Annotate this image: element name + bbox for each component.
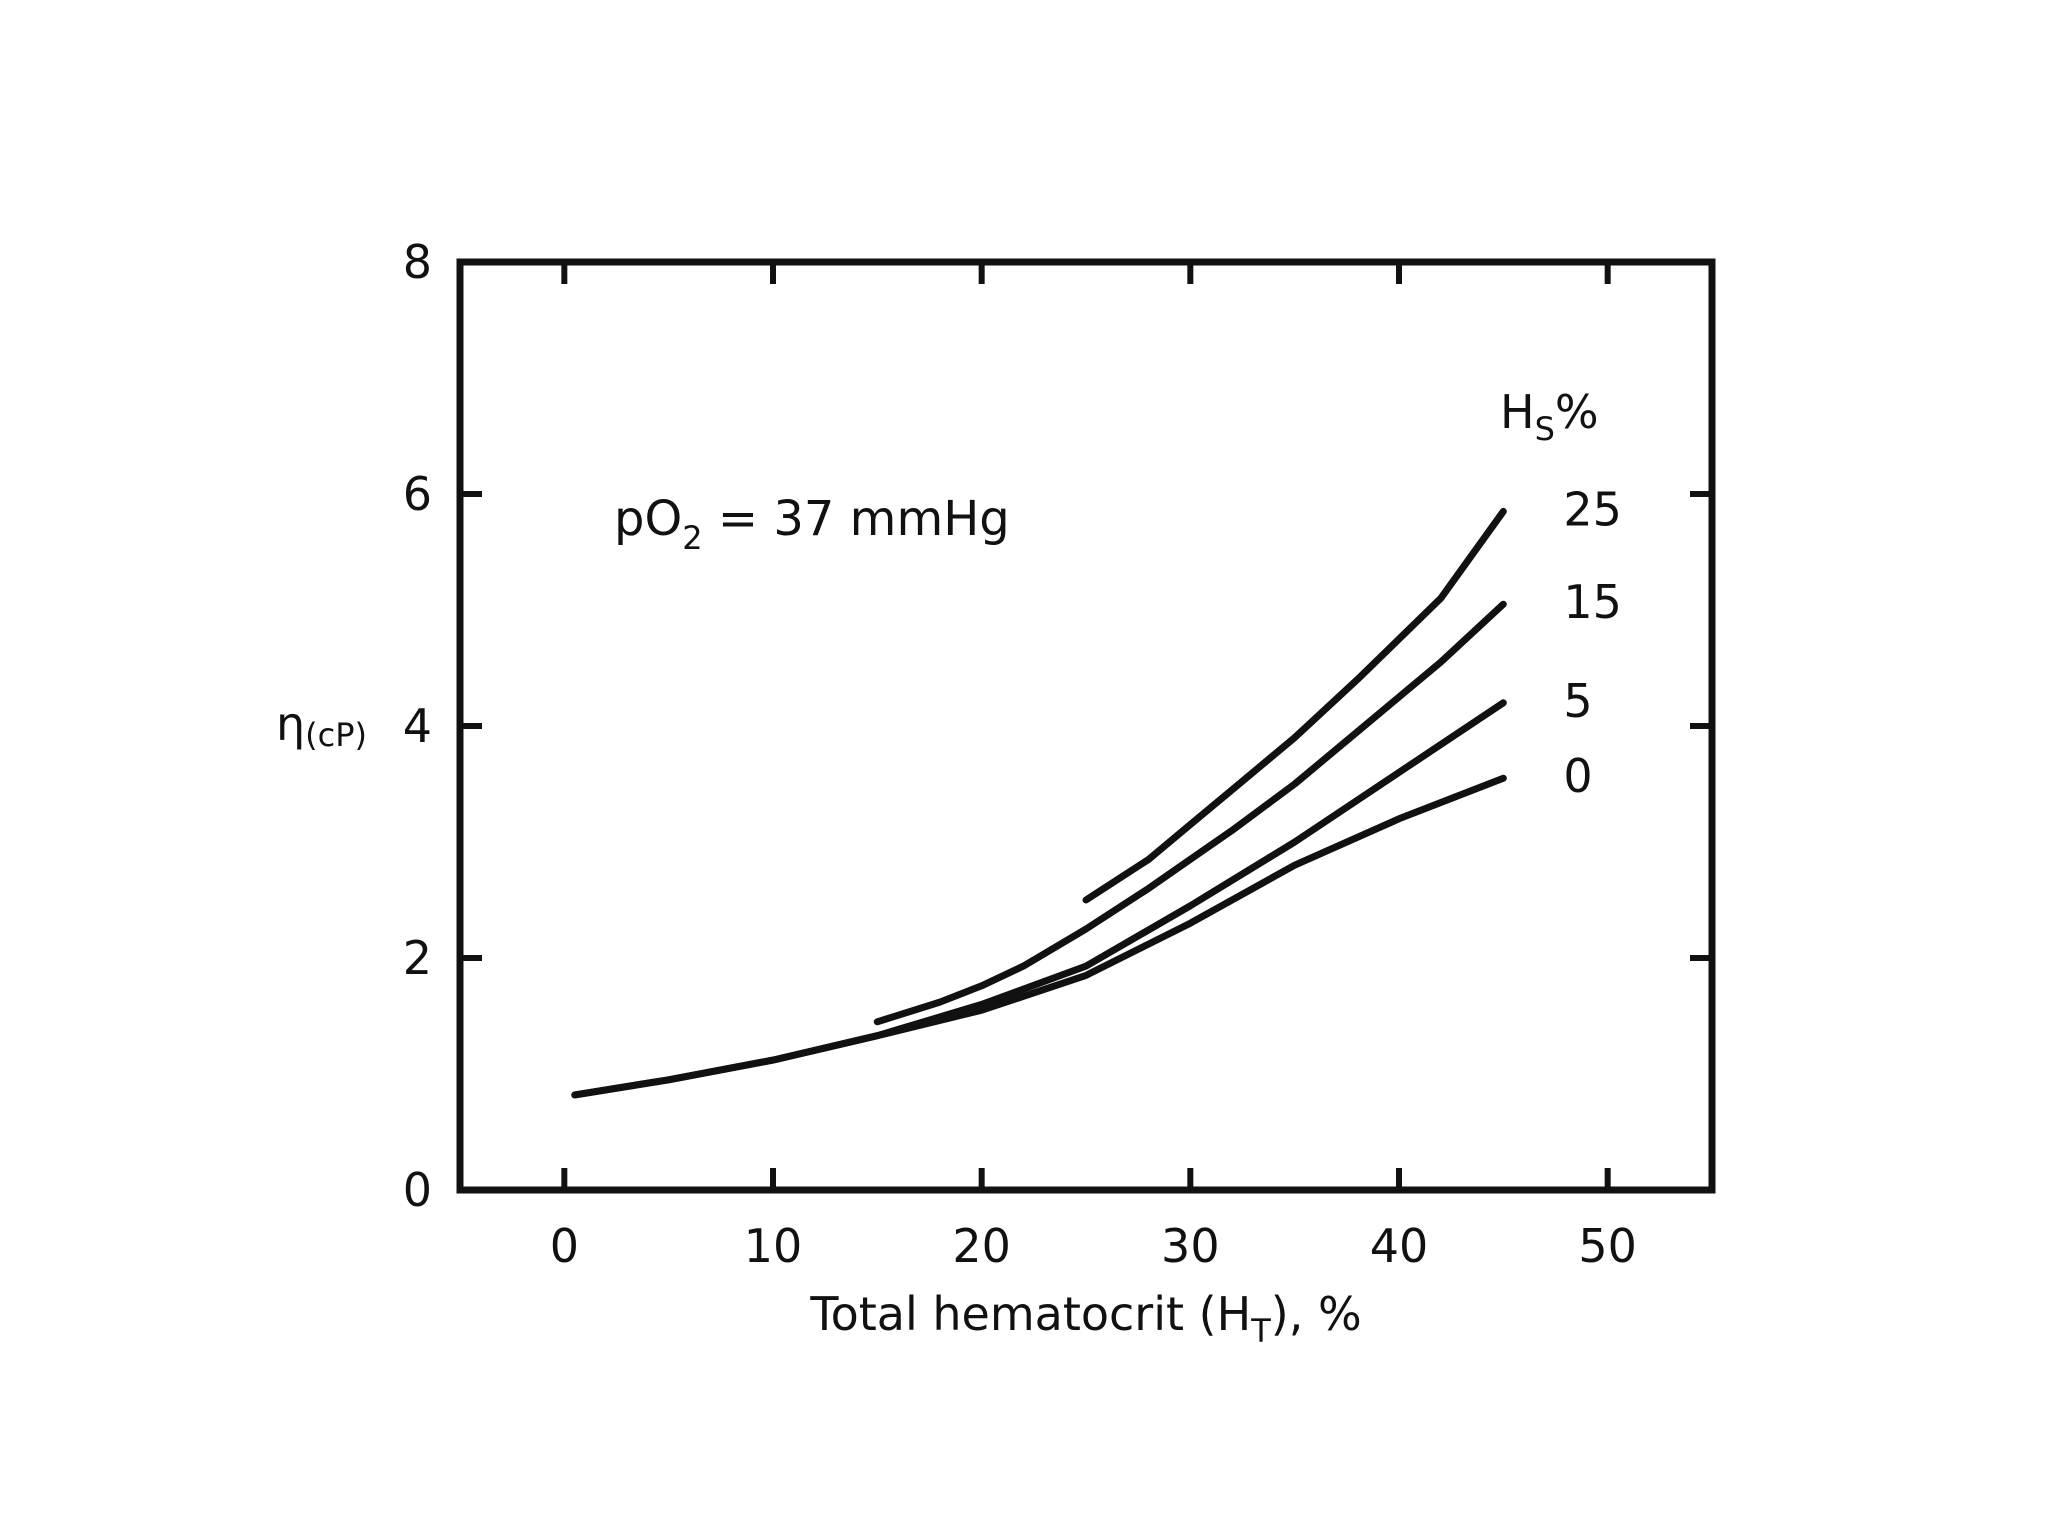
legend-title-subscript: S — [1535, 410, 1555, 448]
y-axis-label-subscript: (cP) — [305, 716, 367, 754]
series-lines — [571, 507, 1507, 1099]
x-tick-label-0: 0 — [550, 1219, 579, 1273]
x-tick-label-5: 50 — [1578, 1219, 1637, 1273]
series-line-0 — [571, 774, 1507, 1099]
annotation-po2: pO2 = 37 mmHg — [614, 491, 1010, 557]
x-axis-label-subscript: T — [1250, 1312, 1271, 1350]
x-tick-label-3: 30 — [1161, 1219, 1220, 1273]
y-axis-label-main: η — [276, 697, 305, 751]
legend-title-main: H — [1500, 385, 1535, 439]
series-line-5 — [571, 699, 1507, 1099]
series-line-15 — [873, 600, 1507, 1026]
x-axis-label-suffix: ), % — [1271, 1287, 1362, 1341]
legend-title-suffix: % — [1555, 385, 1599, 439]
y-tick-label-2: 4 — [403, 699, 432, 753]
y-tick-label-3: 6 — [403, 467, 432, 521]
x-axis-label-main: Total hematocrit (H — [809, 1287, 1251, 1341]
x-tick-label-1: 10 — [744, 1219, 803, 1273]
annotation-prefix: pO — [614, 491, 682, 547]
series-label-15: 15 — [1563, 575, 1622, 629]
y-tick-label-1: 2 — [403, 931, 432, 985]
tick-marks — [460, 259, 1712, 1193]
series-label-25: 25 — [1563, 482, 1622, 536]
series-line-25 — [1082, 507, 1507, 904]
x-tick-label-2: 20 — [952, 1219, 1011, 1273]
series-label-5: 5 — [1563, 674, 1592, 728]
annotation-subscript: 2 — [682, 519, 702, 557]
series-label-0: 0 — [1563, 749, 1592, 803]
x-tick-label-4: 40 — [1370, 1219, 1429, 1273]
y-axis-label: η(cP) — [276, 697, 367, 754]
annotation-suffix: = 37 mmHg — [703, 491, 1010, 547]
series-labels: 25 15 5 0 — [1563, 482, 1622, 803]
legend-title: HS% — [1500, 385, 1599, 448]
y-tick-label-0: 0 — [403, 1163, 432, 1217]
y-tick-label-4: 8 — [403, 235, 432, 289]
x-axis-label: Total hematocrit (HT), % — [809, 1287, 1361, 1350]
